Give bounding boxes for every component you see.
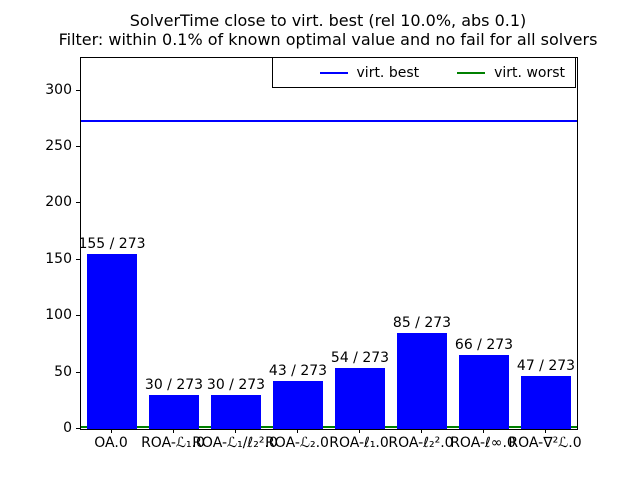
y-tick-label: 50 (54, 363, 72, 380)
legend: virt. best virt. worst (272, 57, 576, 88)
x-tick-label: ROA-ℒ₂.0 (265, 435, 329, 451)
y-tick-label: 250 (45, 138, 72, 155)
y-tick-label: 0 (63, 420, 72, 436)
virt-best-line-icon (319, 71, 348, 74)
legend-entry-virt-worst: virt. worst (457, 65, 565, 81)
plot-area: 155 / 273 30 / 273 30 / 273 43 / 273 54 / 27… (78, 57, 578, 430)
bar-ROA-∇²ℒ.0 (521, 376, 571, 429)
x-tick-mark (111, 429, 112, 433)
x-tick-label: ROA-ℒ₁/ℓ₂².0 (192, 435, 278, 451)
legend-label-virt-best: virt. best (356, 64, 420, 81)
x-tick-mark (235, 429, 236, 433)
bar-value-label: 155 / 273 (78, 236, 146, 253)
y-tick-mark (76, 315, 80, 317)
x-tick-label: ROA-ℓ₁.0 (329, 435, 389, 451)
chart-title-line-1: SolverTime close to virt. best (rel 10.0… (129, 11, 527, 30)
x-tick-label: ROA-ℓ∞.0 (450, 435, 516, 451)
y-tick-label: 300 (45, 81, 72, 98)
legend-label-virt-worst: virt. worst (494, 64, 565, 81)
y-tick-label: 200 (45, 194, 72, 211)
bar-ROA-ℓ₂².0 (397, 333, 447, 429)
x-tick-label: ROA-ℓ₂².0 (388, 435, 454, 451)
bar-value-label: 30 / 273 (206, 377, 266, 394)
bar-ROA-ℒ₂.0 (273, 380, 323, 429)
y-tick-mark (76, 428, 80, 429)
x-tick-label: ROA-ℒ₁.0 (141, 435, 205, 451)
bar-ROA-ℓ∞.0 (459, 354, 509, 429)
virt-worst-line-icon (457, 71, 486, 74)
bar-ROA-ℒ₁/ℓ₂².0 (211, 395, 261, 429)
bar-ROA-ℒ₁.0 (149, 395, 199, 429)
y-tick-label: 100 (45, 307, 72, 324)
bar-value-label: 47 / 273 (516, 358, 576, 374)
chart-title-line-2: Filter: within 0.1% of known optimal val… (58, 30, 598, 49)
x-tick-mark (483, 429, 484, 433)
bar-ROA-ℓ₁.0 (335, 368, 385, 429)
y-tick-mark (76, 146, 80, 148)
y-tick-mark (76, 258, 80, 260)
y-tick-mark (76, 89, 80, 91)
bar-value-label: 30 / 273 (144, 377, 204, 394)
x-tick-mark (545, 429, 546, 433)
x-tick-mark (297, 429, 298, 433)
x-tick-label: ROA-∇²ℒ.0 (508, 435, 582, 451)
x-tick-mark (359, 429, 360, 433)
hline-virt-worst (81, 426, 577, 428)
bar-value-label: 66 / 273 (454, 336, 514, 353)
bar-value-label: 85 / 273 (392, 315, 452, 332)
y-tick-mark (76, 371, 80, 373)
bar-value-label: 54 / 273 (330, 350, 390, 367)
bar-OA.0 (87, 254, 137, 429)
x-tick-mark (421, 429, 422, 433)
x-tick-mark (173, 429, 174, 433)
hline-virt-best (81, 120, 577, 123)
y-tick-label: 150 (45, 250, 72, 267)
y-tick-mark (76, 202, 80, 204)
legend-entry-virt-best: virt. best (319, 64, 420, 81)
bar-value-label: 43 / 273 (268, 362, 328, 379)
x-tick-label: OA.0 (94, 435, 128, 451)
